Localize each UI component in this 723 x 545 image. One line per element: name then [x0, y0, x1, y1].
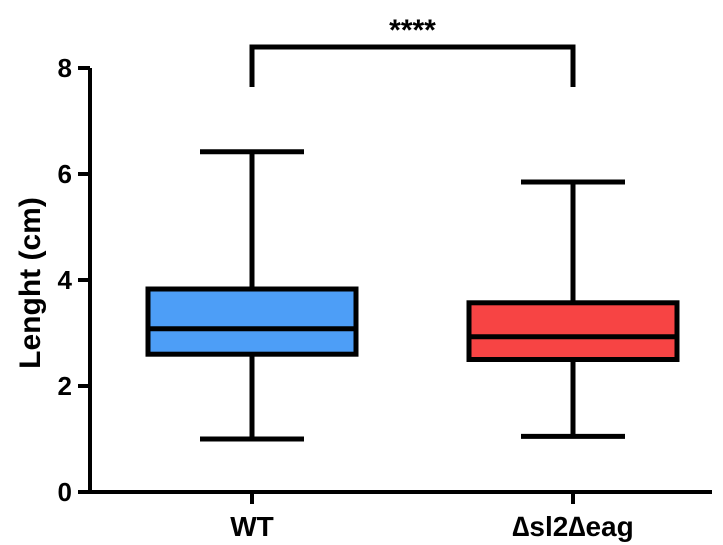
y-tick-label-8: 8	[58, 53, 72, 83]
y-tick-label-4: 4	[58, 265, 73, 295]
y-tick-label-0: 0	[58, 477, 72, 507]
box-wt	[145, 286, 359, 357]
box-mutant	[466, 300, 680, 363]
y-axis-title: Lenght (cm)	[14, 197, 47, 369]
y-tick-label-6: 6	[58, 159, 72, 189]
category-label-mutant: ∆sl2∆eag	[512, 511, 633, 542]
significance-bracket	[249, 44, 576, 87]
significance-label: ****	[389, 14, 436, 47]
category-label-wt: WT	[230, 511, 274, 542]
y-tick-label-2: 2	[58, 371, 72, 401]
